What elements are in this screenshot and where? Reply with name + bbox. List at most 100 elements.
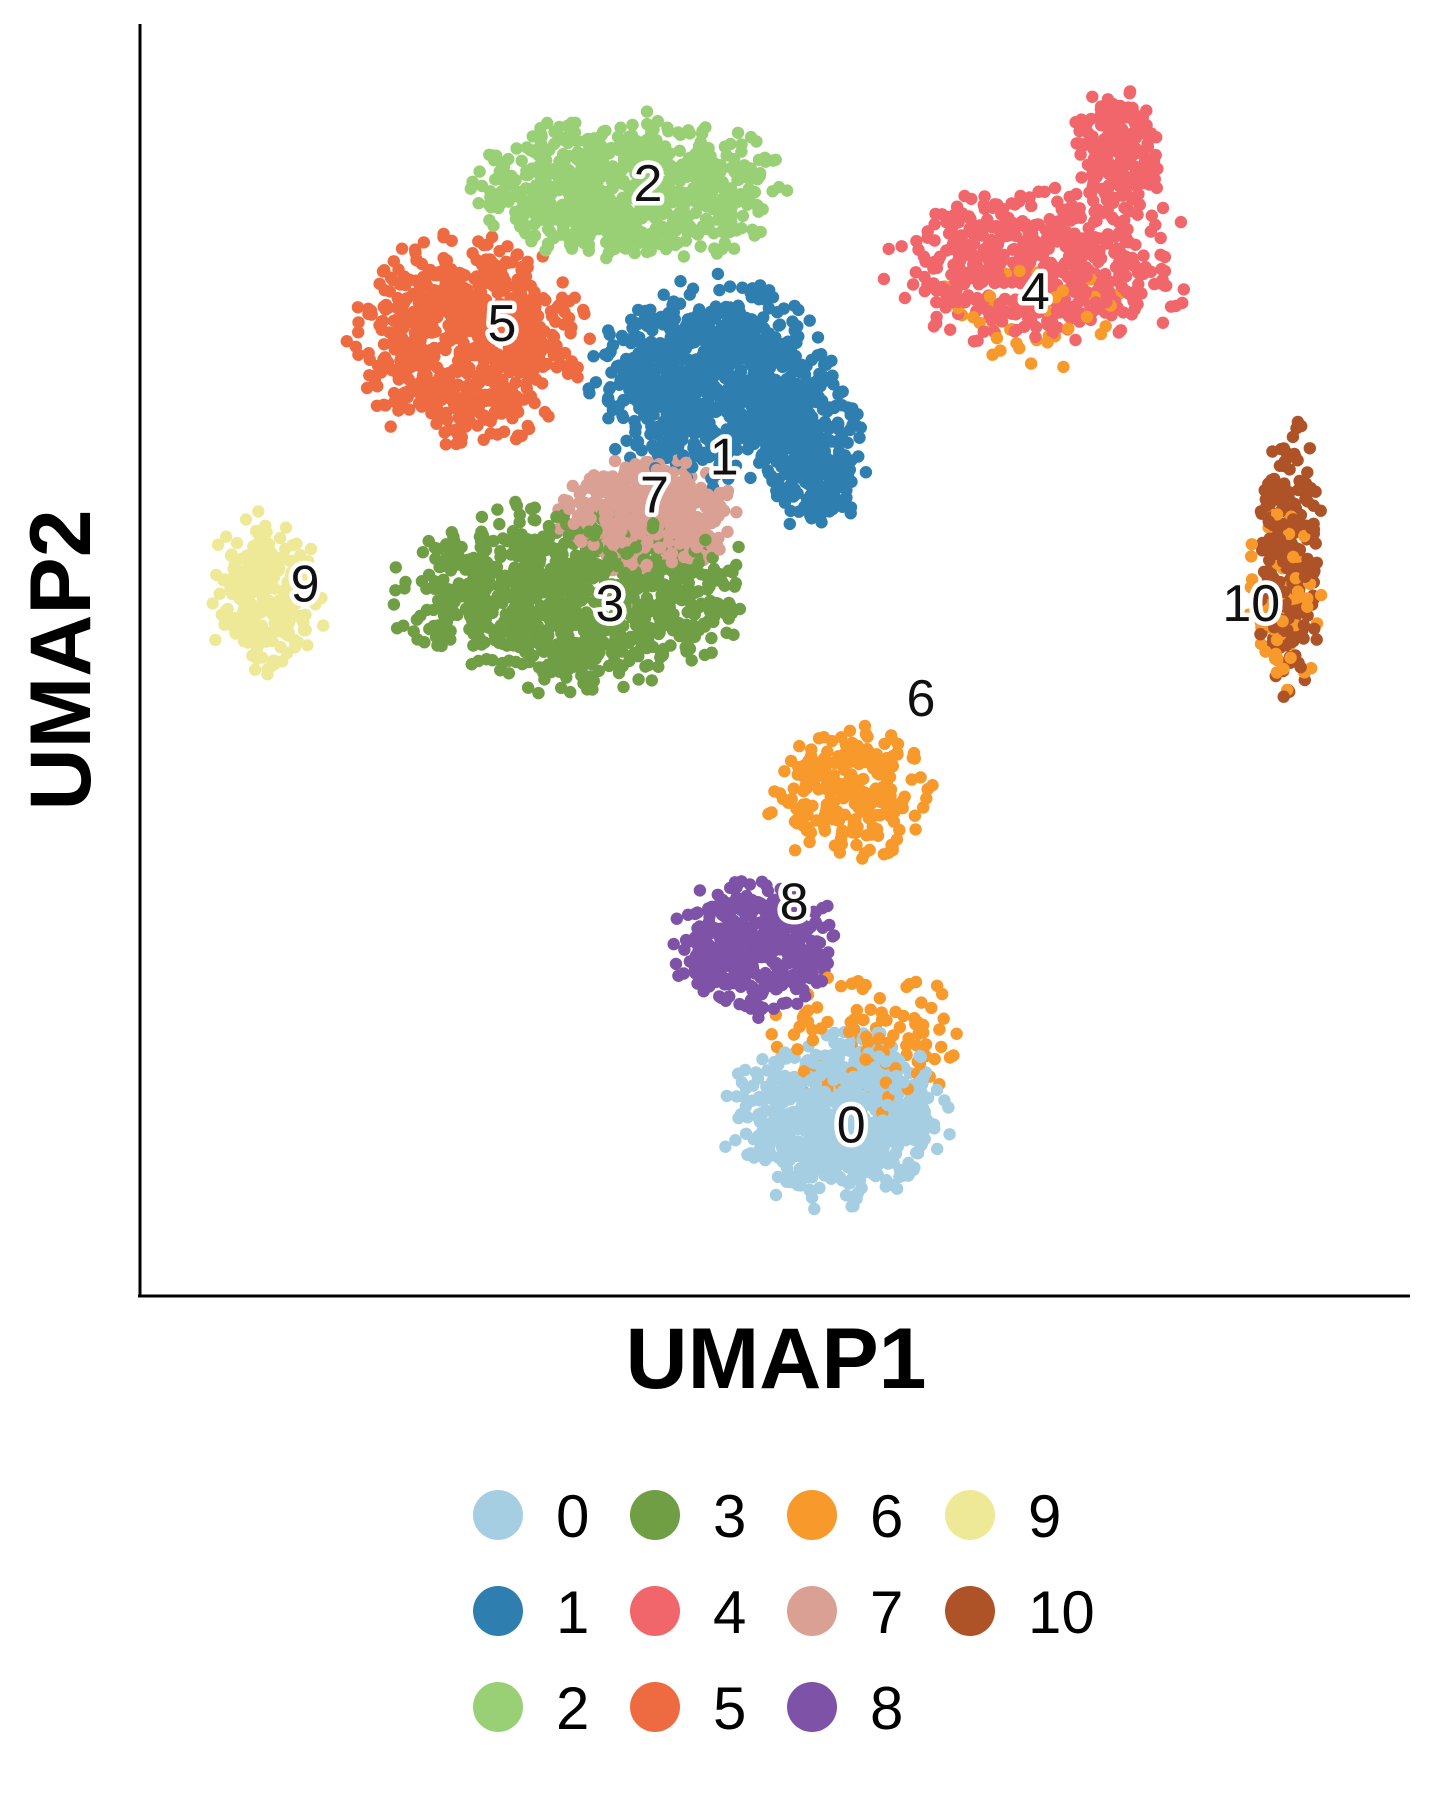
point-cluster-2 [510, 142, 523, 155]
point-cluster-6 [920, 792, 933, 805]
point-cluster-5 [381, 301, 395, 315]
point-cluster-6 [864, 1003, 877, 1016]
point-cluster-4 [1069, 116, 1082, 129]
point-cluster-8 [693, 884, 707, 897]
point-cluster-6 [900, 1039, 913, 1052]
point-cluster-6 [784, 754, 798, 768]
point-cluster-9 [209, 633, 222, 647]
point-cluster-5 [364, 304, 378, 317]
point-cluster-5 [501, 240, 514, 253]
point-cluster-3 [667, 608, 680, 621]
point-cluster-5 [352, 326, 365, 339]
point-cluster-5 [384, 420, 397, 433]
point-cluster-6 [778, 765, 791, 778]
point-cluster-6 [806, 1034, 820, 1047]
point-cluster-4 [1164, 300, 1178, 313]
point-cluster-4 [967, 237, 981, 250]
point-cluster-8 [672, 969, 685, 982]
point-cluster-4 [1154, 248, 1167, 261]
point-cluster-5 [477, 433, 490, 446]
point-cluster-3 [733, 602, 747, 616]
point-cluster-4 [944, 323, 957, 336]
point-cluster-4 [1129, 238, 1142, 251]
point-cluster-8 [691, 922, 704, 935]
point-cluster-3 [422, 534, 435, 548]
point-cluster-4 [1140, 104, 1153, 117]
point-cluster-8 [667, 937, 680, 951]
point-cluster-4 [1156, 201, 1170, 215]
point-cluster-2 [780, 184, 794, 197]
point-cluster-5 [377, 338, 391, 351]
point-cluster-6 [893, 1021, 906, 1034]
point-cluster-0 [851, 1186, 865, 1199]
point-cluster-9 [290, 537, 303, 550]
point-cluster-3 [632, 673, 645, 686]
point-cluster-6 [765, 806, 778, 819]
point-cluster-3 [415, 575, 429, 588]
point-cluster-1 [686, 282, 700, 295]
point-cluster-3 [652, 660, 665, 673]
point-cluster-3 [429, 552, 442, 565]
point-cluster-6 [870, 823, 884, 836]
point-cluster-3 [389, 584, 402, 597]
point-cluster-4 [912, 243, 925, 256]
point-cluster-3 [705, 646, 718, 659]
point-cluster-6 [950, 1027, 963, 1041]
point-cluster-5 [340, 335, 353, 348]
point-cluster-3 [389, 561, 402, 574]
point-cluster-5 [375, 315, 388, 328]
point-cluster-5 [445, 234, 458, 247]
point-cluster-6 [1244, 581, 1258, 594]
point-cluster-6 [921, 783, 934, 796]
point-cluster-5 [583, 332, 596, 345]
point-cluster-6 [835, 731, 848, 744]
point-cluster-3 [617, 680, 630, 694]
point-cluster-5 [489, 364, 502, 377]
point-cluster-6 [857, 772, 870, 786]
point-cluster-5 [439, 438, 453, 451]
point-cluster-6 [806, 799, 819, 812]
point-cluster-6 [787, 1028, 801, 1041]
point-cluster-1 [853, 431, 866, 444]
point-cluster-6 [925, 1001, 938, 1015]
point-cluster-9 [211, 538, 225, 551]
point-cluster-3 [509, 655, 523, 669]
point-cluster-3 [510, 499, 524, 512]
point-cluster-6 [827, 769, 840, 782]
point-cluster-1 [711, 267, 725, 281]
point-cluster-3 [486, 654, 499, 667]
point-cluster-1 [859, 466, 873, 479]
point-cluster-10 [1266, 445, 1279, 458]
point-cluster-4 [1156, 316, 1170, 329]
point-cluster-7 [679, 456, 693, 469]
point-cluster-3 [732, 540, 745, 554]
point-cluster-6 [1057, 360, 1070, 374]
point-cluster-1 [771, 306, 784, 319]
point-cluster-0 [805, 1191, 819, 1204]
point-cluster-1 [602, 412, 615, 425]
point-cluster-6 [1024, 357, 1038, 370]
point-cluster-0 [930, 1083, 944, 1097]
point-cluster-3 [491, 503, 504, 516]
point-cluster-3 [473, 530, 487, 543]
point-cluster-0 [739, 1127, 753, 1141]
point-cluster-3 [645, 674, 658, 687]
point-cluster-2 [519, 168, 533, 182]
point-cluster-3 [560, 671, 573, 684]
point-cluster-2 [756, 203, 769, 216]
point-cluster-1 [834, 385, 847, 399]
point-cluster-5 [352, 348, 365, 361]
point-cluster-3 [720, 626, 733, 639]
point-cluster-2 [600, 251, 613, 265]
point-cluster-1 [609, 442, 622, 456]
point-cluster-4 [965, 192, 978, 206]
point-cluster-4 [1112, 216, 1126, 229]
point-cluster-6 [1314, 588, 1328, 602]
point-cluster-6 [873, 992, 886, 1005]
point-cluster-9 [279, 521, 293, 534]
point-cluster-1 [587, 350, 600, 363]
point-cluster-0 [720, 1089, 733, 1103]
point-cluster-4 [1086, 90, 1099, 104]
point-cluster-2 [736, 209, 750, 223]
